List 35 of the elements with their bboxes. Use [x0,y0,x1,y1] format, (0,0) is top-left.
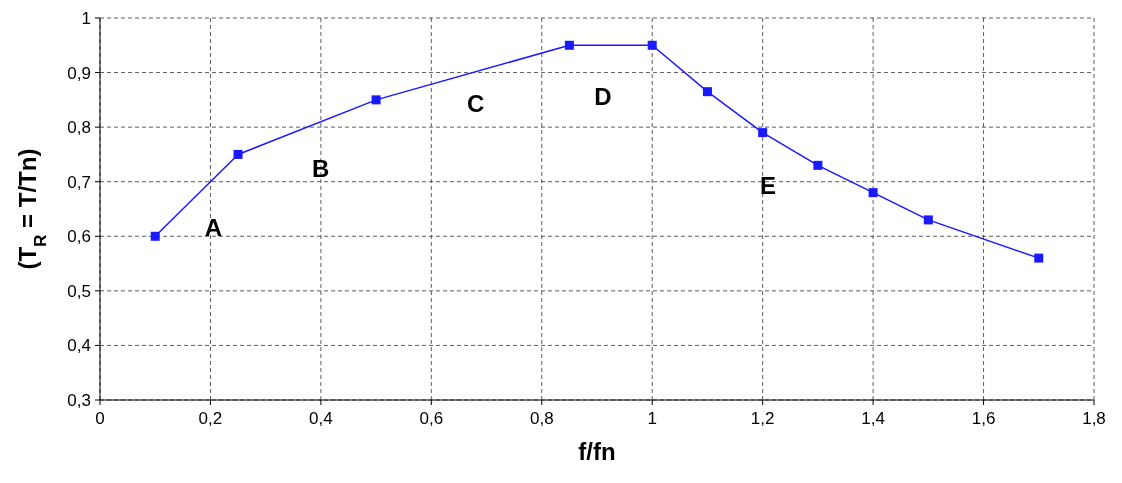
y-tick-label: 0,4 [67,336,91,356]
annotation: C [467,90,485,118]
x-tick-label: 0,8 [529,409,554,428]
x-tick-label: 1 [647,409,657,428]
y-tick-label: 0,3 [67,391,91,410]
point [813,160,823,170]
y-tick-label: 1 [81,9,91,28]
x-tick-label: 1,6 [971,409,996,428]
annotation: B [312,155,330,183]
point [702,87,712,97]
x-tick-label: 0,6 [419,409,444,428]
x-tick-label: 1,4 [861,409,885,428]
y-tick-label: 0,9 [67,63,91,83]
point [150,231,160,241]
y-tick-label: 0,8 [67,118,91,138]
x-tick-label: 0,2 [198,409,223,428]
point [371,95,381,105]
point [1034,253,1044,263]
annotation: E [759,172,776,200]
x-tick-label: 0 [95,409,105,428]
annotation: D [594,82,612,110]
point [758,128,768,138]
annotation: A [204,214,222,242]
point [868,188,878,198]
y-tick-label: 0,7 [67,172,91,192]
point [564,40,574,50]
y-tick-label: 0,5 [67,281,91,301]
point [647,40,657,50]
x-tick-label: 0,4 [309,409,333,428]
point [233,149,243,159]
y-tick-label: 0,6 [67,227,91,247]
x-tick-label: 1,2 [750,409,775,428]
x-tick-label: 1,8 [1082,409,1106,428]
point [923,215,933,225]
x-axis-title: f/fn [578,438,616,465]
